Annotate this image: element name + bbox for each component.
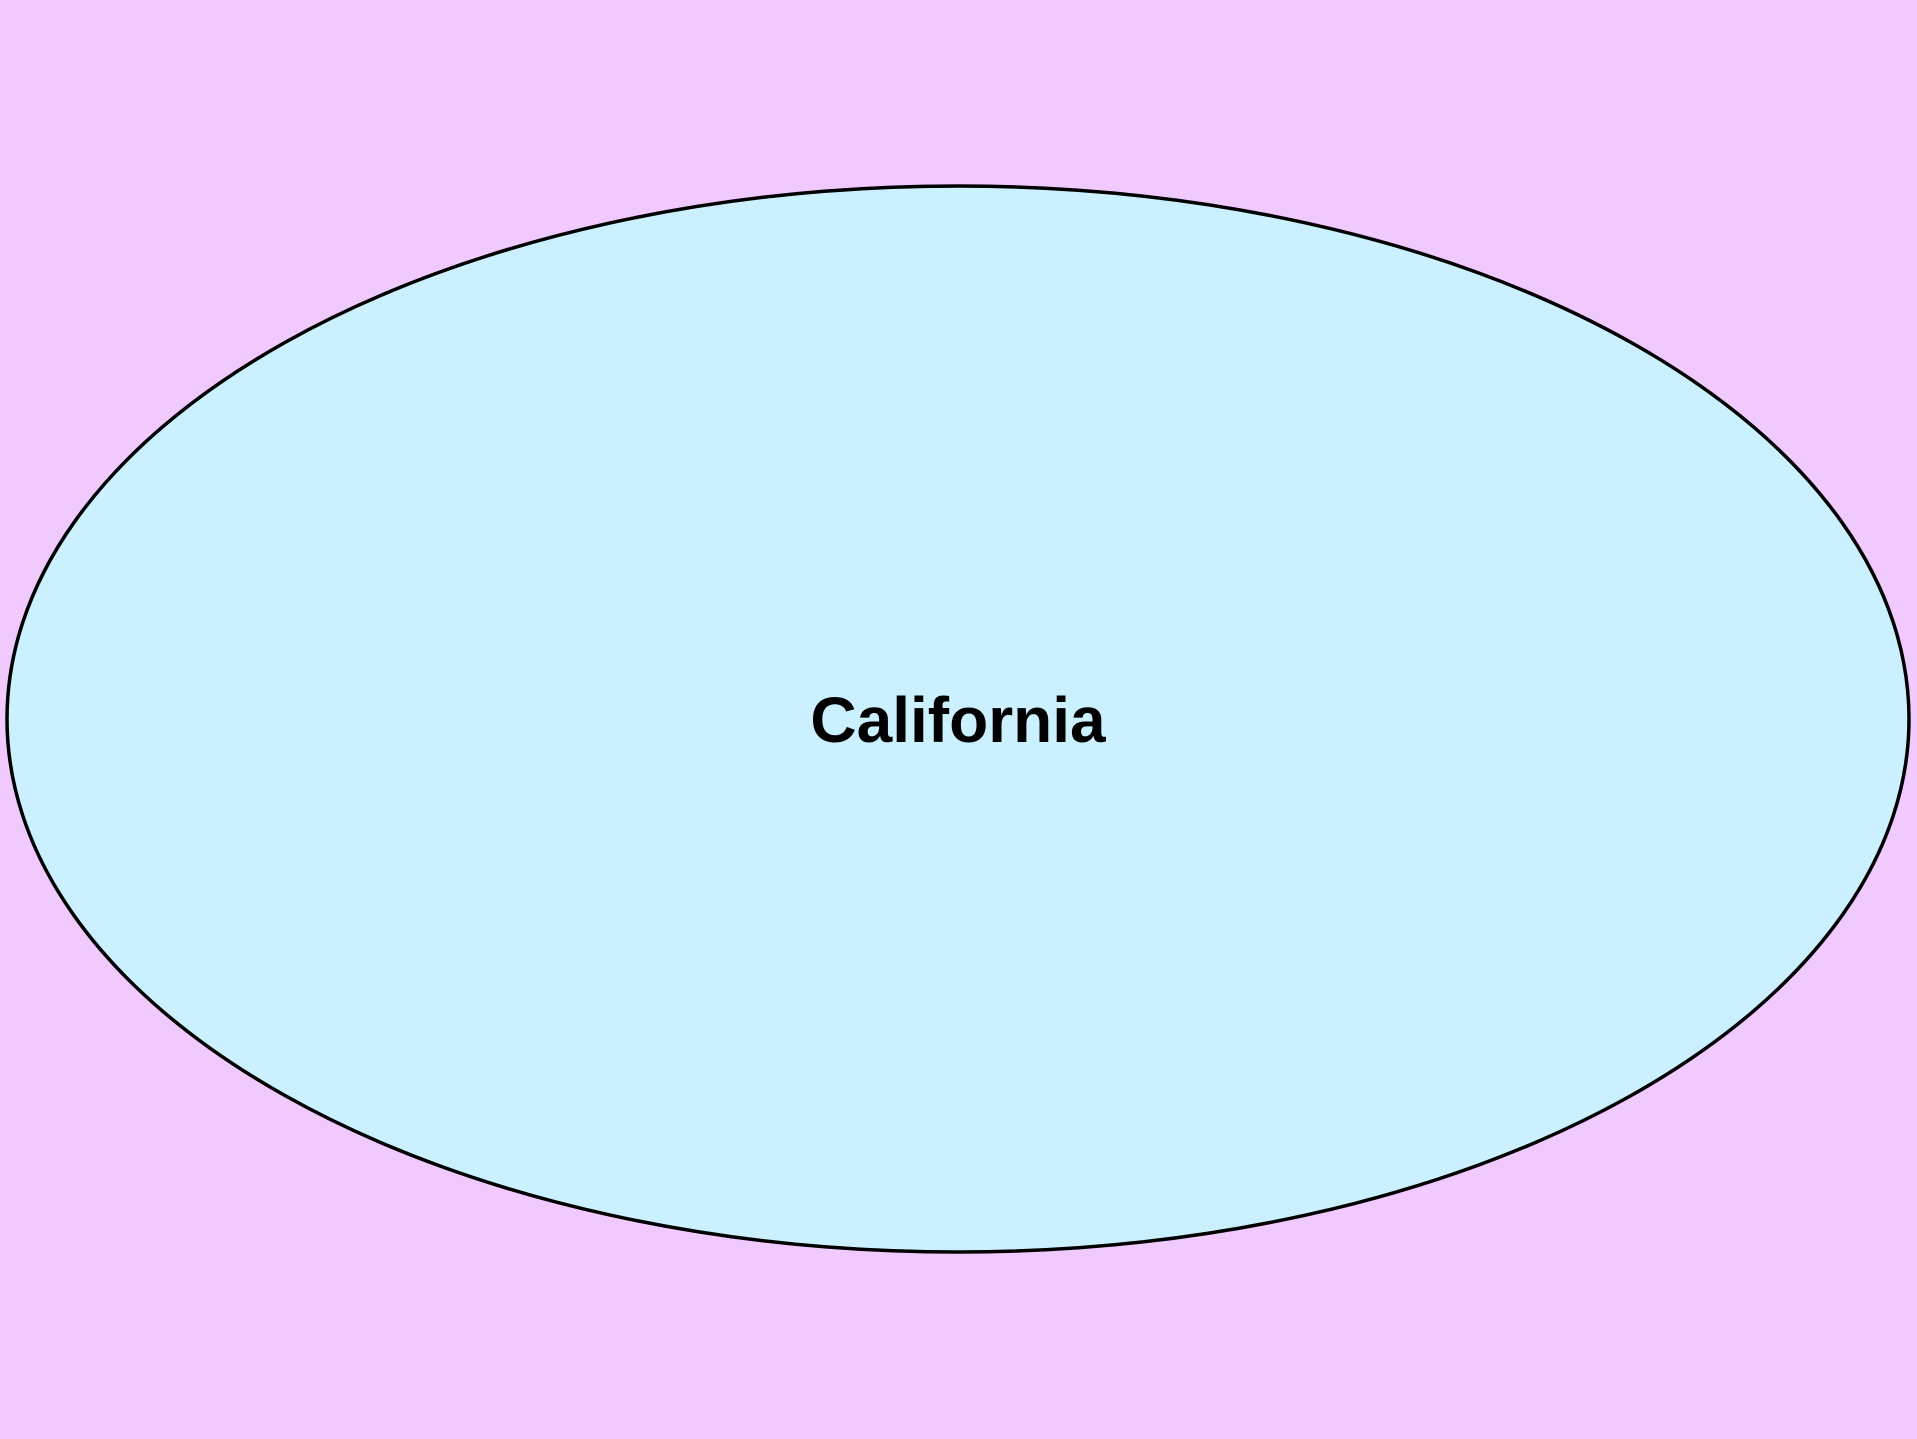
california-label: California (810, 684, 1106, 756)
california-ellipse (5, 184, 1911, 1254)
node-california: California (5, 184, 1911, 1254)
